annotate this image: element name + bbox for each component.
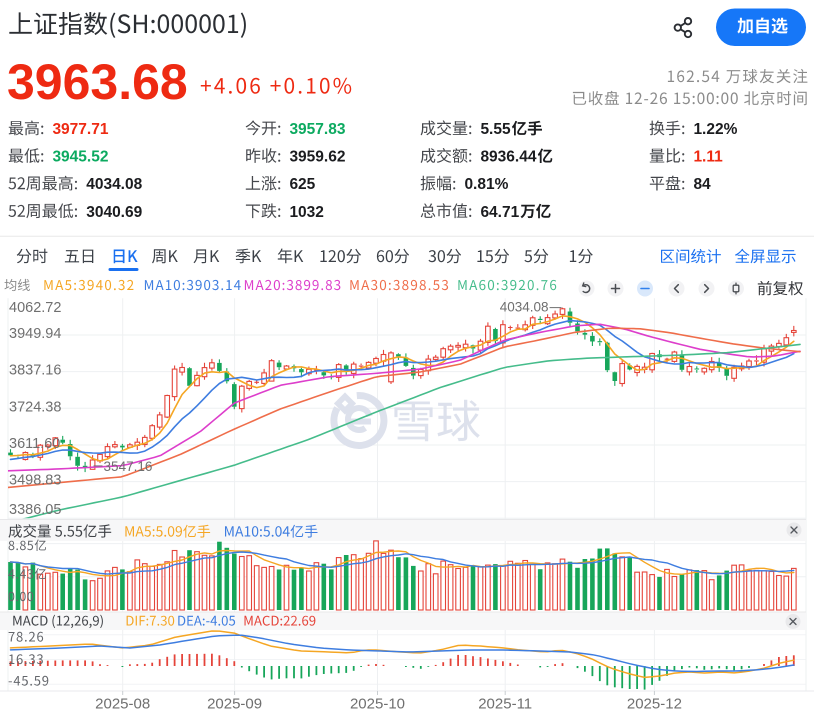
svg-text:4034.08: 4034.08 xyxy=(500,300,549,315)
svg-text:1032: 1032 xyxy=(289,204,323,221)
svg-text:0.81%: 0.81% xyxy=(464,176,508,193)
svg-text:4034.08: 4034.08 xyxy=(86,176,142,193)
svg-text:2025-10: 2025-10 xyxy=(350,696,405,713)
svg-text:625: 625 xyxy=(289,176,315,193)
svg-text:2025-12: 2025-12 xyxy=(627,696,682,713)
svg-text:3837.16: 3837.16 xyxy=(9,363,61,379)
svg-text:3957.83: 3957.83 xyxy=(289,121,345,138)
svg-text:3547.16: 3547.16 xyxy=(104,459,153,474)
svg-text:1.22%: 1.22% xyxy=(693,121,737,138)
svg-text:8936.44: 8936.44 xyxy=(480,149,536,166)
svg-text:3724.38: 3724.38 xyxy=(9,399,61,415)
svg-text:3040.69: 3040.69 xyxy=(86,204,142,221)
svg-text:3959.62: 3959.62 xyxy=(289,149,345,166)
svg-text:2025-09: 2025-09 xyxy=(207,696,262,713)
svg-text:64.71: 64.71 xyxy=(480,204,519,221)
svg-text:5.55: 5.55 xyxy=(480,121,511,138)
svg-text:2025-11: 2025-11 xyxy=(478,696,532,713)
svg-text:2025-08: 2025-08 xyxy=(95,696,150,713)
svg-text:3977.71: 3977.71 xyxy=(52,121,108,138)
svg-text:3963.68: 3963.68 xyxy=(7,54,188,110)
svg-text:3611.60: 3611.60 xyxy=(9,436,60,452)
svg-text:3949.94: 3949.94 xyxy=(9,326,61,342)
svg-text:1.11: 1.11 xyxy=(693,149,723,166)
svg-text:3386.05: 3386.05 xyxy=(9,502,61,518)
svg-text:84: 84 xyxy=(693,176,711,193)
svg-text:3498.83: 3498.83 xyxy=(9,473,61,489)
svg-text:4062.72: 4062.72 xyxy=(9,300,61,316)
svg-text:3945.52: 3945.52 xyxy=(52,149,108,166)
